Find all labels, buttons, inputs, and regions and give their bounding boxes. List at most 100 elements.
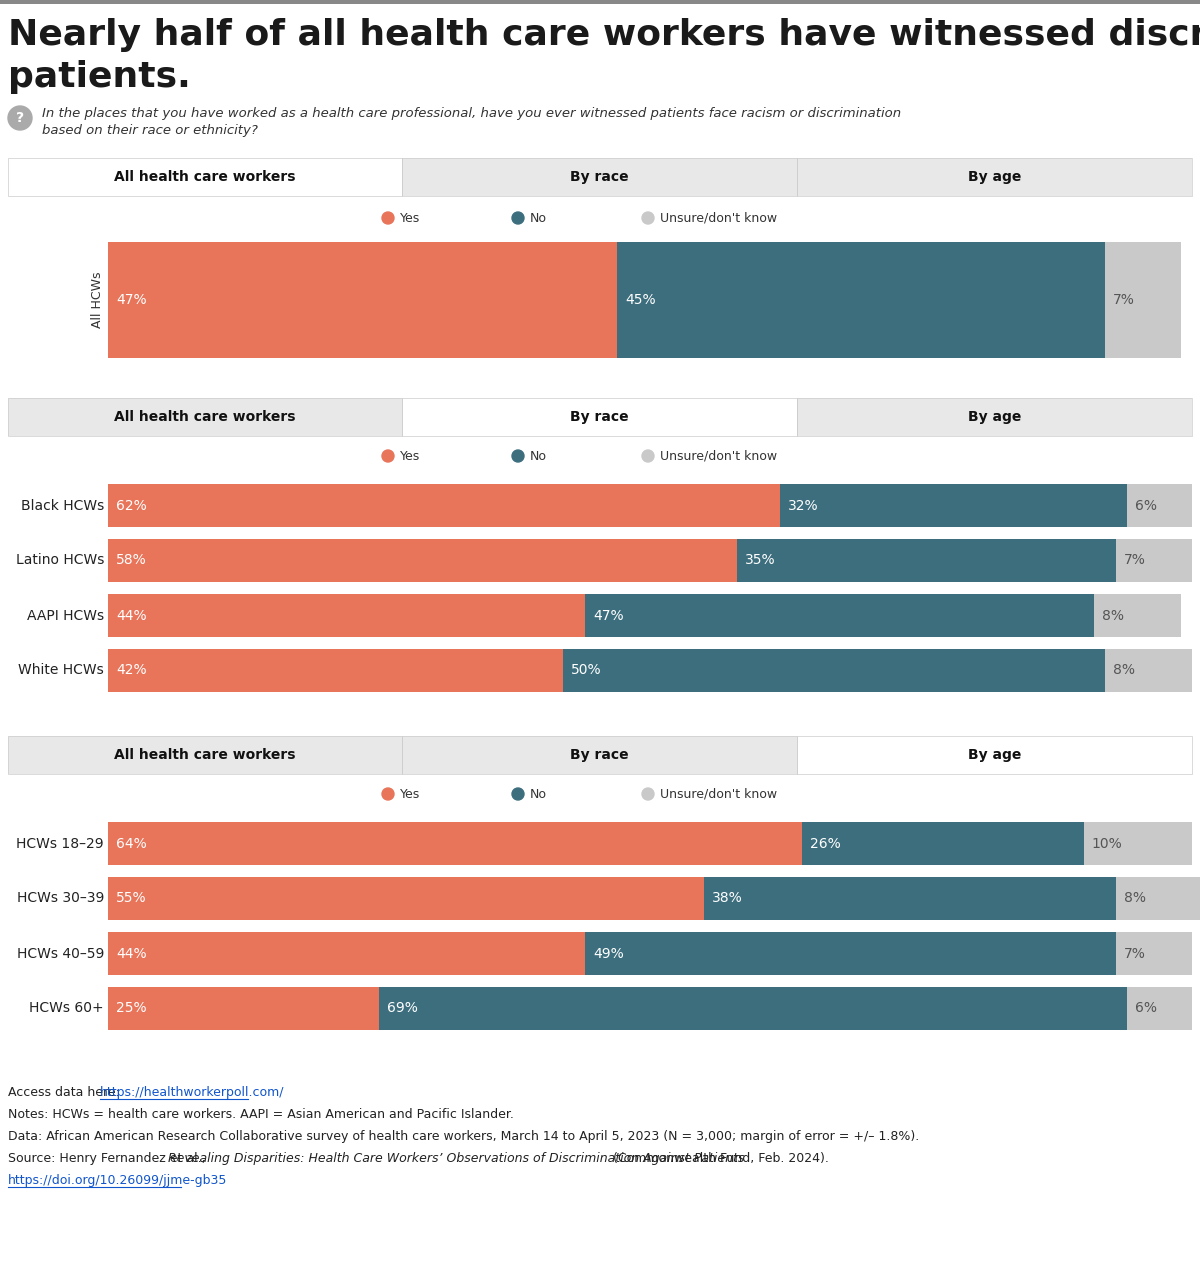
Circle shape [382, 789, 394, 800]
Text: patients.: patients. [8, 60, 191, 94]
Text: 6%: 6% [1135, 1002, 1157, 1016]
Text: By age: By age [967, 410, 1021, 424]
Text: Unsure/don't know: Unsure/don't know [660, 449, 778, 462]
Text: 45%: 45% [625, 293, 656, 308]
Text: Revealing Disparities: Health Care Workers’ Observations of Discrimination Again: Revealing Disparities: Health Care Worke… [168, 1152, 744, 1165]
Text: 49%: 49% [593, 947, 624, 961]
Circle shape [642, 212, 654, 225]
Text: All health care workers: All health care workers [114, 748, 296, 762]
Text: 44%: 44% [116, 947, 146, 961]
Text: Unsure/don't know: Unsure/don't know [660, 787, 778, 800]
Text: 35%: 35% [745, 554, 775, 568]
Bar [584, 931, 1116, 975]
Bar [402, 398, 797, 436]
Text: 58%: 58% [116, 554, 146, 568]
Bar [8, 398, 402, 436]
Text: https://doi.org/10.26099/jjme-gb35: https://doi.org/10.26099/jjme-gb35 [8, 1174, 227, 1187]
Text: 44%: 44% [116, 609, 146, 623]
Text: ?: ? [16, 111, 24, 125]
Bar [1116, 931, 1192, 975]
Text: based on their race or ethnicity?: based on their race or ethnicity? [42, 124, 258, 137]
Text: No: No [530, 449, 547, 462]
Bar [108, 931, 584, 975]
Bar [402, 736, 797, 775]
Bar [108, 822, 802, 865]
Text: Access data here:: Access data here: [8, 1086, 124, 1099]
Text: 8%: 8% [1103, 609, 1124, 623]
Text: 38%: 38% [713, 892, 743, 906]
Text: By race: By race [570, 410, 629, 424]
Bar [108, 538, 737, 582]
Bar [1084, 822, 1192, 865]
Text: Yes: Yes [400, 787, 420, 800]
Bar [8, 736, 402, 775]
Bar [8, 158, 402, 197]
Bar [797, 158, 1192, 197]
Text: AAPI HCWs: AAPI HCWs [26, 609, 104, 623]
Text: By age: By age [967, 170, 1021, 184]
Text: Latino HCWs: Latino HCWs [16, 554, 104, 568]
Circle shape [512, 789, 524, 800]
Bar [797, 736, 1192, 775]
Bar [1116, 538, 1192, 582]
Bar [797, 736, 1192, 775]
Text: In the places that you have worked as a health care professional, have you ever : In the places that you have worked as a … [42, 107, 901, 120]
Text: By race: By race [570, 748, 629, 762]
Text: By age: By age [967, 748, 1021, 762]
Text: 8%: 8% [1114, 664, 1135, 678]
Text: Nearly half of all health care workers have witnessed discrimination against: Nearly half of all health care workers h… [8, 18, 1200, 52]
Text: All HCWs: All HCWs [91, 272, 104, 328]
Bar [1116, 877, 1200, 920]
Bar [8, 158, 402, 197]
Bar [584, 595, 1094, 637]
Circle shape [642, 450, 654, 462]
Bar [108, 988, 379, 1030]
Circle shape [512, 450, 524, 462]
Text: White HCWs: White HCWs [18, 664, 104, 678]
Bar [1127, 988, 1192, 1030]
Text: 47%: 47% [116, 293, 146, 308]
Bar [402, 398, 797, 436]
Bar [802, 822, 1084, 865]
Text: All health care workers: All health care workers [114, 410, 296, 424]
Bar [402, 158, 797, 197]
Bar [402, 736, 797, 775]
Text: 55%: 55% [116, 892, 146, 906]
Bar [108, 595, 584, 637]
Text: HCWs 18–29: HCWs 18–29 [17, 837, 104, 851]
Text: 64%: 64% [116, 837, 146, 851]
Text: 62%: 62% [116, 499, 146, 513]
Text: Black HCWs: Black HCWs [20, 499, 104, 513]
Circle shape [8, 106, 32, 130]
Text: 50%: 50% [571, 664, 602, 678]
Text: 6%: 6% [1135, 499, 1157, 513]
Bar [704, 877, 1116, 920]
Bar [8, 398, 402, 436]
Bar [108, 649, 563, 692]
Text: Source: Henry Fernandez et al.,: Source: Henry Fernandez et al., [8, 1152, 210, 1165]
Text: Notes: HCWs = health care workers. AAPI = Asian American and Pacific Islander.: Notes: HCWs = health care workers. AAPI … [8, 1108, 514, 1122]
Bar [379, 988, 1127, 1030]
Text: Yes: Yes [400, 212, 420, 225]
Text: No: No [530, 787, 547, 800]
Text: Unsure/don't know: Unsure/don't know [660, 212, 778, 225]
Text: HCWs 40–59: HCWs 40–59 [17, 947, 104, 961]
Bar [780, 484, 1127, 527]
Text: 7%: 7% [1114, 293, 1135, 308]
Text: All health care workers: All health care workers [114, 170, 296, 184]
Text: 25%: 25% [116, 1002, 146, 1016]
Text: 69%: 69% [386, 1002, 418, 1016]
Bar [618, 242, 1105, 359]
Bar [108, 877, 704, 920]
Text: By race: By race [570, 170, 629, 184]
Text: 26%: 26% [810, 837, 840, 851]
Bar [797, 398, 1192, 436]
Circle shape [512, 212, 524, 225]
Bar [1094, 595, 1181, 637]
Text: 32%: 32% [788, 499, 818, 513]
Bar [8, 736, 402, 775]
Bar [797, 158, 1192, 197]
Bar [737, 538, 1116, 582]
Bar [797, 398, 1192, 436]
Text: 7%: 7% [1124, 947, 1146, 961]
